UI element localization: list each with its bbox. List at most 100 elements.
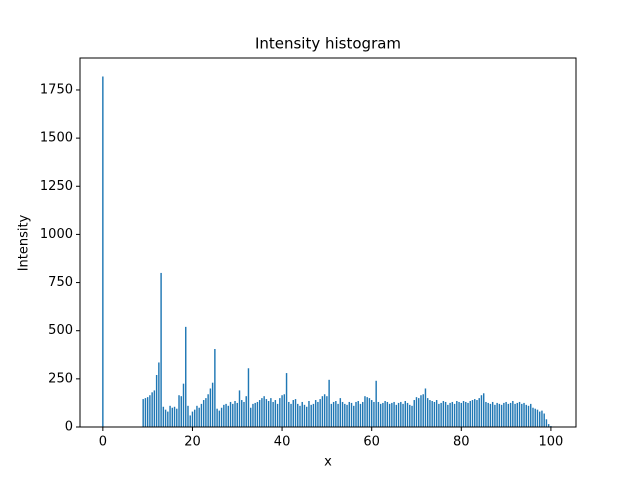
bar	[164, 409, 167, 427]
bar	[491, 401, 494, 427]
bar	[482, 393, 485, 427]
bar	[449, 402, 451, 427]
bar	[545, 419, 548, 427]
bar	[348, 401, 350, 427]
bar	[319, 399, 321, 427]
bar	[185, 326, 187, 427]
bar	[292, 400, 294, 427]
bar	[285, 373, 288, 427]
bar	[247, 368, 250, 427]
bar	[249, 407, 252, 427]
bar	[297, 403, 299, 427]
x-tick-label: 20	[184, 435, 201, 450]
bar	[366, 397, 368, 427]
x-tick-label: 0	[99, 435, 107, 450]
bar	[321, 396, 324, 427]
bar	[514, 403, 516, 427]
bar	[151, 392, 153, 427]
bar	[353, 405, 355, 427]
bar	[146, 397, 149, 427]
bar	[368, 398, 371, 427]
bar	[238, 390, 241, 427]
bar	[489, 403, 492, 427]
bar	[456, 401, 458, 427]
bar	[355, 401, 357, 427]
bar	[158, 362, 160, 427]
bar	[543, 413, 545, 427]
bar	[227, 405, 230, 427]
bar	[169, 405, 171, 427]
bar	[415, 397, 418, 427]
y-axis-label: Intensity	[17, 214, 32, 271]
bar	[438, 403, 440, 427]
bar	[200, 403, 203, 427]
bar	[467, 402, 469, 427]
bar	[536, 409, 539, 427]
bar	[346, 404, 348, 427]
bar	[431, 401, 433, 427]
axes-frame	[79, 57, 577, 428]
bar	[364, 396, 366, 427]
bar	[518, 401, 521, 427]
bar	[283, 394, 286, 427]
bar	[507, 403, 510, 427]
bar	[142, 399, 144, 427]
bar	[440, 402, 442, 427]
bar	[422, 394, 424, 427]
bar	[478, 398, 480, 427]
bar	[276, 403, 279, 427]
bar	[252, 403, 254, 427]
bar	[323, 394, 326, 427]
bar	[469, 401, 471, 427]
bar	[178, 395, 180, 427]
bar	[460, 402, 463, 427]
bar	[216, 408, 218, 427]
bar	[485, 401, 487, 427]
y-tick-label: 1750	[40, 82, 73, 97]
bar	[288, 401, 290, 427]
bar	[429, 400, 431, 427]
bar	[220, 407, 223, 427]
bar	[379, 403, 382, 427]
bar	[171, 407, 174, 427]
bar	[265, 399, 268, 427]
bar	[310, 404, 312, 427]
bar	[375, 380, 377, 427]
bar	[406, 402, 409, 427]
bar	[397, 402, 400, 427]
bar	[303, 404, 306, 427]
bar	[191, 411, 194, 427]
bar	[420, 395, 422, 427]
bar	[299, 405, 301, 427]
bar	[426, 398, 429, 427]
bar	[232, 403, 234, 427]
bar	[176, 408, 178, 427]
bar	[465, 401, 467, 427]
y-tick-label: 0	[65, 420, 73, 435]
bar	[254, 402, 256, 427]
bar	[314, 400, 317, 427]
bar	[155, 375, 158, 427]
bar	[462, 401, 465, 427]
bar	[306, 406, 308, 427]
bar	[335, 401, 337, 427]
bar	[205, 398, 207, 427]
bar	[312, 403, 315, 427]
bar	[173, 406, 176, 427]
bar	[182, 383, 185, 427]
bar	[505, 401, 507, 427]
bar	[339, 398, 342, 427]
bar	[525, 404, 527, 427]
bar	[294, 399, 297, 427]
bar	[382, 402, 384, 427]
bar	[418, 398, 420, 427]
y-tick-label: 1000	[40, 227, 73, 242]
bar	[386, 401, 389, 427]
bar	[400, 401, 402, 427]
bar	[357, 401, 359, 427]
bar	[411, 405, 413, 427]
bar	[202, 400, 205, 427]
bar	[330, 403, 333, 427]
bar	[476, 400, 478, 427]
